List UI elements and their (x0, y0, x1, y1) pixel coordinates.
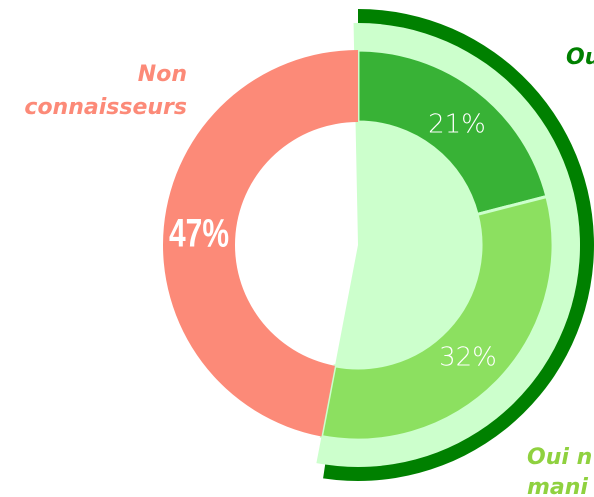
value-label: 32% (439, 343, 497, 373)
category-label: connaisseurs (24, 95, 187, 120)
donut-segment (356, 48, 549, 217)
donut-segment (162, 50, 358, 437)
value-label: 21% (428, 110, 486, 140)
category-label: Non (138, 62, 187, 87)
value-label: 47% (169, 211, 229, 255)
category-label: mani (527, 475, 588, 497)
category-label: Ou (566, 45, 594, 70)
category-label: Oui n (527, 445, 592, 470)
donut-segment (319, 194, 555, 442)
